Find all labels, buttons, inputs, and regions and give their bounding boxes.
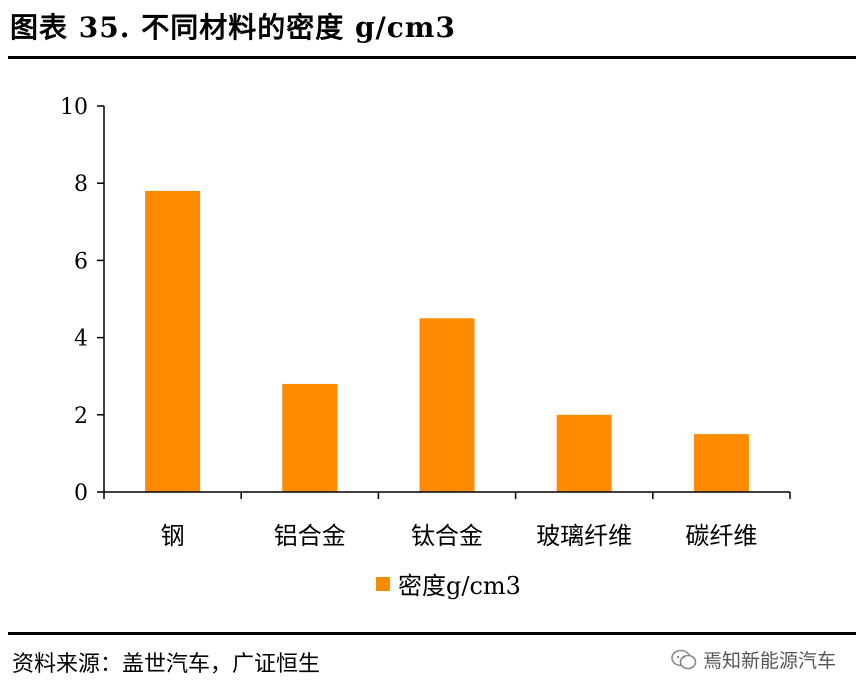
- bar: [556, 414, 612, 492]
- y-tick-label: 4: [74, 327, 88, 352]
- x-category-label: 玻璃纤维: [536, 522, 632, 550]
- y-tick-label: 8: [74, 172, 88, 197]
- y-axis: 0 2 4 6 8 10: [60, 95, 105, 506]
- bar: [145, 190, 201, 493]
- x-category-label: 碳纤维: [685, 522, 757, 550]
- y-tick-label: 10: [60, 95, 88, 120]
- y-tick-label: 2: [74, 404, 88, 429]
- bar: [693, 434, 749, 492]
- x-category-label: 钢: [161, 522, 185, 550]
- x-category-label: 钛合金: [411, 522, 483, 550]
- bar: [419, 318, 475, 492]
- x-axis: 钢 铝合金 钛合金 玻璃纤维 碳纤维: [103, 491, 791, 550]
- watermark-text: 焉知新能源汽车: [702, 650, 836, 672]
- legend-label: 密度g/cm3: [398, 572, 521, 600]
- watermark: 焉知新能源汽车: [671, 646, 836, 673]
- source-note: 资料来源：盖世汽车，广证恒生: [12, 652, 321, 677]
- x-category-label: 铝合金: [274, 522, 346, 550]
- top-rule: [8, 56, 856, 59]
- bars: [145, 190, 749, 493]
- bar: [282, 383, 338, 492]
- bar-chart: 0 2 4 6 8 10 钢 铝合金 钛合金 玻璃纤维 碳纤维: [60, 95, 791, 550]
- bottom-rule: [8, 632, 856, 635]
- y-tick-label: 6: [74, 249, 88, 274]
- y-tick-label: 0: [74, 481, 88, 506]
- wechat-icon: [671, 649, 697, 669]
- legend: 密度g/cm3: [376, 566, 521, 601]
- chart-title: 图表 35. 不同材料的密度 g/cm3: [10, 11, 456, 44]
- legend-swatch: [376, 576, 390, 591]
